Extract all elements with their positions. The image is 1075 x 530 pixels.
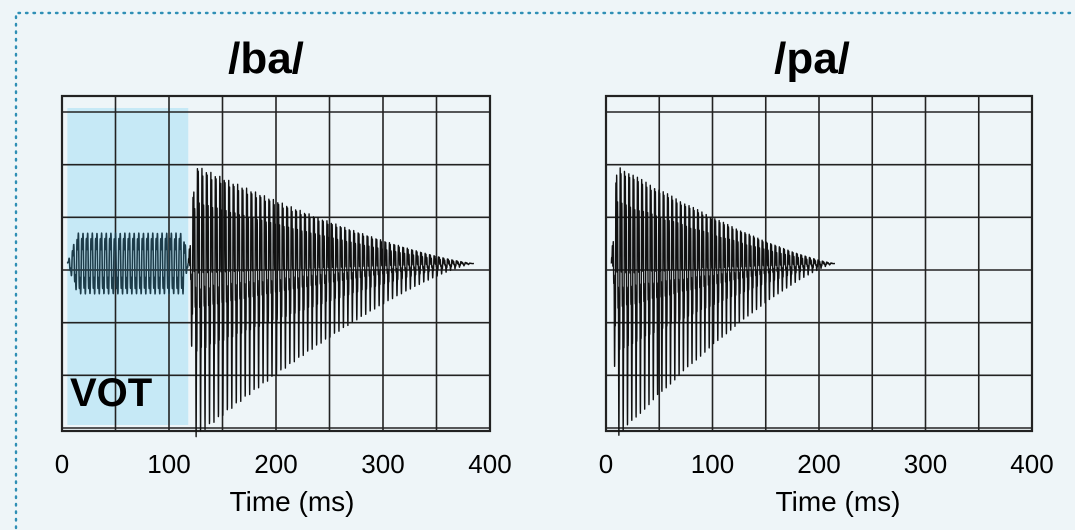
x-tick-label: 0 [599,449,613,479]
chart-title: /ba/ [228,34,304,83]
x-tick-label: 200 [797,449,840,479]
plot-frame [60,94,492,433]
x-tick-label: 100 [691,449,734,479]
plot-area [604,94,1034,436]
x-tick-label: 200 [254,449,297,479]
vot-label: VOT [70,371,152,415]
x-axis-label: Time (ms) [776,486,901,517]
x-axis-label: Time (ms) [230,486,355,517]
x-tick-label: 400 [1010,449,1053,479]
plot-area [60,94,492,438]
vowel-waveform [187,167,475,438]
chart-pa: /pa/ Time (ms) 0 100 200 300 400 [599,34,1054,517]
x-tick-label: 0 [55,449,69,479]
chart-title: /pa/ [774,34,850,83]
chart-ba: /ba/ VOT Time (ms) 0 100 200 300 400 [55,34,512,517]
prevoicing-waveform [66,232,189,295]
x-tick-label: 400 [468,449,511,479]
x-tick-label: 300 [361,449,404,479]
vowel-waveform [610,167,836,436]
plot-frame [604,94,1034,433]
dotted-border [14,11,1075,530]
x-tick-label: 100 [147,449,190,479]
x-tick-label: 300 [904,449,947,479]
